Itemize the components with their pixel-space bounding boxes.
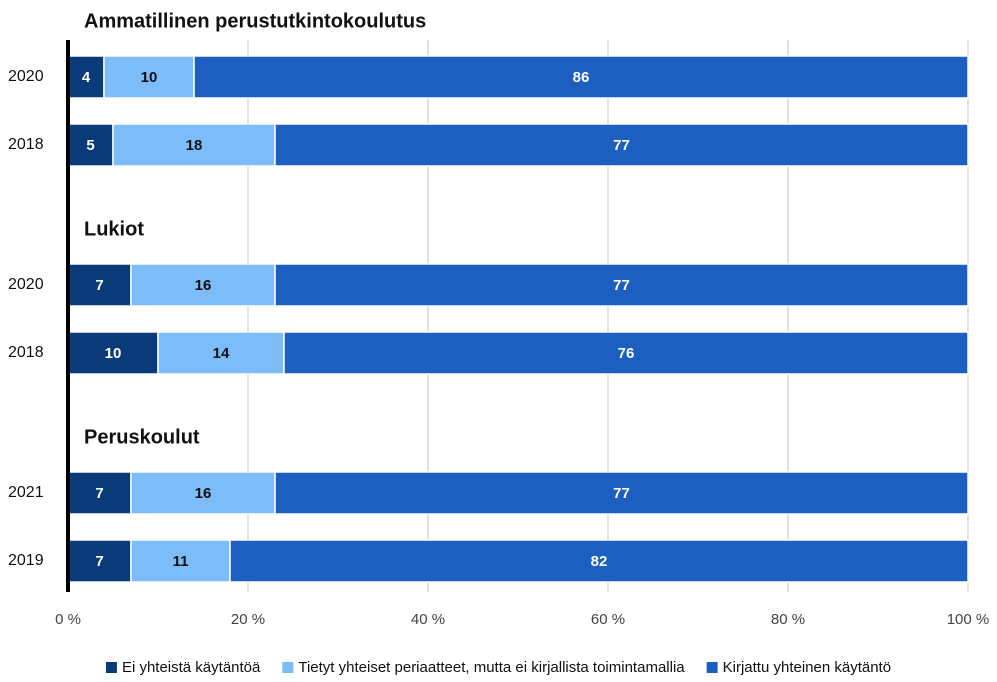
- bar-segment: [283, 331, 969, 375]
- data-label: 82: [591, 553, 608, 570]
- legend-label: Tietyt yhteiset periaatteet, mutta ei ki…: [298, 659, 685, 676]
- bar-segment: [274, 471, 969, 515]
- data-label: 77: [613, 137, 630, 154]
- x-tick-label: 60 %: [591, 611, 625, 628]
- legend-swatch: [706, 662, 718, 673]
- legend-swatch: [282, 662, 294, 673]
- data-label: 86: [573, 69, 590, 86]
- bar-segment: [67, 263, 132, 307]
- x-tick-label: 80 %: [771, 611, 805, 628]
- bar-segment: [103, 55, 195, 99]
- bar-segment: [274, 263, 969, 307]
- bar-segment: [130, 539, 231, 583]
- y-tick-label: 2018: [8, 136, 44, 153]
- data-label: 7: [95, 553, 103, 570]
- legend-label: Ei yhteistä käytäntöä: [122, 659, 261, 676]
- data-label: 11: [173, 553, 189, 570]
- group-title: Lukiot: [84, 218, 144, 240]
- x-tick-label: 20 %: [231, 611, 265, 628]
- legend-label: Kirjattu yhteinen käytäntö: [723, 659, 891, 676]
- y-tick-label: 2021: [8, 484, 44, 501]
- y-tick-label: 2018: [8, 344, 44, 361]
- bar-segment: [112, 123, 276, 167]
- group-title: Peruskoulut: [84, 426, 200, 448]
- data-label: 16: [195, 485, 212, 502]
- data-label: 10: [141, 69, 158, 86]
- data-label: 76: [618, 345, 635, 362]
- y-tick-label: 2020: [8, 276, 44, 293]
- data-label: 4: [82, 69, 91, 86]
- data-label: 14: [213, 345, 230, 362]
- data-label: 77: [613, 485, 630, 502]
- bar-segment: [67, 539, 132, 583]
- group-title: Ammatillinen perustutkintokoulutus: [84, 10, 426, 32]
- bar-segment: [157, 331, 285, 375]
- data-label: 16: [195, 277, 212, 294]
- data-label: 7: [95, 277, 103, 294]
- data-label: 7: [95, 485, 103, 502]
- legend-swatch: [105, 662, 117, 673]
- y-tick-label: 2019: [8, 552, 44, 569]
- x-tick-label: 40 %: [411, 611, 445, 628]
- y-tick-label: 2020: [8, 68, 44, 85]
- bar-segment: [274, 123, 969, 167]
- data-label: 10: [105, 345, 122, 362]
- x-tick-label: 0 %: [55, 611, 81, 628]
- x-tick-label: 100 %: [947, 611, 990, 628]
- data-label: 5: [86, 137, 94, 154]
- data-label: 18: [186, 137, 203, 154]
- bar-segment: [193, 55, 969, 99]
- legend: Ei yhteistä käytäntöä Tietyt yhteiset per…: [105, 659, 891, 676]
- data-label: 77: [613, 277, 630, 294]
- bar-segment: [229, 539, 969, 583]
